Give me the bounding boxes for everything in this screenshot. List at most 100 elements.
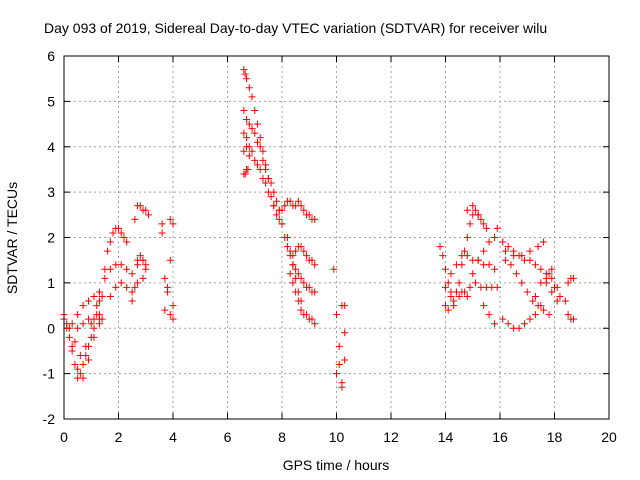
data-point [504,320,512,328]
data-point [158,229,166,237]
series-track-f [95,224,131,328]
data-point [161,306,169,314]
grid-layer [64,56,609,419]
data-point [458,288,466,296]
data-point [104,247,112,255]
data-point [444,306,452,314]
x-tick-label: 8 [278,429,286,445]
data-point [523,288,531,296]
data-point [292,274,300,282]
data-point [256,134,264,142]
series-track-u [283,234,305,305]
series-track-t [289,243,319,269]
data-point [303,252,311,260]
data-point [144,211,152,219]
series-track-ad [501,256,553,319]
x-tick-label: 16 [492,429,508,445]
data-point [537,265,545,273]
x-tick-label: 14 [438,429,454,445]
y-tick-label: 4 [47,139,55,155]
data-point [245,152,253,160]
data-point [529,297,537,305]
data-point [243,75,251,83]
y-tick-label: 6 [47,48,55,64]
data-point [106,292,114,300]
data-point [480,302,488,310]
data-point [281,202,289,210]
y-tick-label: 3 [47,184,55,200]
series-track-o [240,165,252,178]
data-point [480,247,488,255]
data-point [442,283,449,291]
data-point [341,329,349,337]
data-point [450,302,458,310]
data-point [300,206,308,214]
data-point [493,283,501,291]
data-point [166,215,174,223]
series-track-d [68,288,103,328]
data-point [248,147,256,155]
data-point [79,302,87,310]
data-point [311,288,319,296]
data-point [485,238,493,246]
series-track-i [131,202,152,223]
data-point [273,211,281,219]
series-track-q [270,197,319,223]
data-point [128,297,136,305]
data-point [112,283,120,291]
data-point [267,193,275,201]
data-point [256,143,264,151]
data-point [297,202,305,210]
data-point [248,93,256,101]
data-point [499,238,507,246]
series-track-aa [463,202,499,328]
data-point [311,261,319,269]
data-point [466,283,474,291]
data-point [504,243,512,251]
data-point [131,215,139,223]
data-point [335,361,343,369]
data-point [548,274,556,282]
data-point [512,270,520,278]
data-point [297,297,305,305]
data-point [485,261,493,269]
data-point [526,256,534,264]
data-point [570,315,578,323]
data-point [491,265,499,273]
data-point [101,274,109,282]
data-point [136,202,144,210]
data-point [169,315,177,323]
data-point [245,84,253,92]
data-point [98,315,106,323]
series-track-e [74,311,106,332]
data-point [123,265,131,273]
data-point [117,229,125,237]
data-point [98,292,106,300]
x-tick-label: 4 [169,429,177,445]
data-point [447,270,455,278]
series-track-af [531,270,561,300]
series-track-w [436,206,490,305]
series-track-k [158,215,177,323]
data-point [259,156,267,164]
data-point [95,297,103,305]
x-tick-label: 0 [60,429,68,445]
series-track-z [442,224,501,310]
data-point [545,311,553,319]
data-point [463,206,471,214]
data-point [90,333,98,341]
data-point [136,252,144,260]
data-point [251,129,259,137]
data-point [85,356,93,364]
data-point [463,252,471,260]
data-point [120,234,128,241]
data-point [82,342,90,350]
data-point [65,333,73,341]
data-point [474,256,482,264]
data-point [270,202,278,210]
data-point [471,206,479,214]
data-point [142,206,150,214]
data-point [300,247,308,255]
data-point [463,292,471,300]
plot-frame [63,55,610,420]
